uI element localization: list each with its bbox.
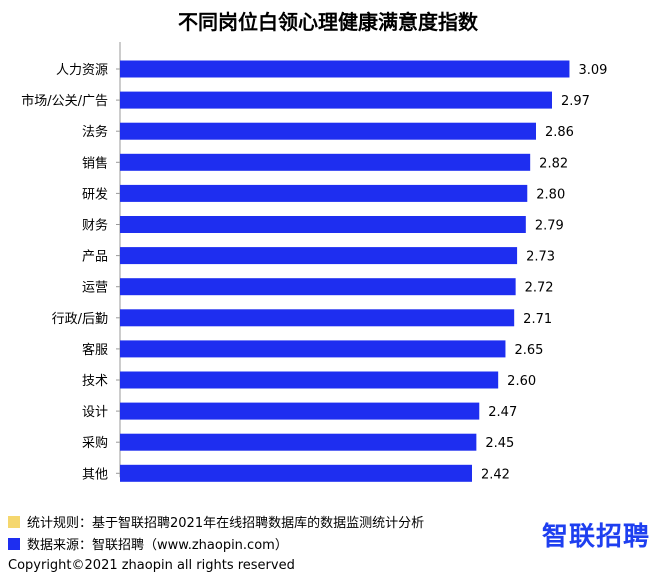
bar bbox=[120, 91, 552, 109]
value-label: 2.47 bbox=[488, 405, 517, 420]
value-label: 2.60 bbox=[507, 374, 536, 389]
value-label: 2.86 bbox=[545, 125, 574, 140]
category-label: 产品 bbox=[82, 250, 108, 265]
bar bbox=[120, 122, 536, 140]
value-label: 2.72 bbox=[525, 281, 554, 296]
category-label: 市场/公关/广告 bbox=[21, 93, 108, 109]
bar bbox=[120, 464, 472, 482]
bar bbox=[120, 340, 506, 358]
bar bbox=[120, 309, 515, 327]
category-label: 其他 bbox=[82, 467, 108, 482]
category-label: 法务 bbox=[82, 124, 108, 140]
bar bbox=[120, 433, 477, 451]
legend-text-source: 数据来源：智联招聘（www.zhaopin.com） bbox=[27, 538, 288, 553]
value-label: 2.45 bbox=[485, 436, 514, 451]
category-label: 设计 bbox=[82, 405, 108, 420]
bar bbox=[120, 371, 499, 389]
legend-item-source: 数据来源：智联招聘（www.zhaopin.com） bbox=[8, 534, 288, 553]
bar bbox=[120, 247, 518, 265]
legend-swatch-source bbox=[8, 537, 20, 550]
legend-swatch-rule bbox=[8, 515, 20, 528]
value-label: 2.65 bbox=[514, 343, 543, 358]
chart-title: 不同岗位白领心理健康满意度指数 bbox=[178, 10, 478, 34]
bar bbox=[120, 153, 531, 171]
bar-chart: 人力资源 3.09 市场/公关/广告 2.97 法务 2.86 销售 2.82 研发 2.80 财务… bbox=[21, 42, 607, 482]
category-label: 财务 bbox=[82, 218, 108, 234]
category-label: 运营 bbox=[82, 281, 108, 296]
value-label: 3.09 bbox=[578, 63, 607, 78]
value-label: 2.42 bbox=[481, 467, 510, 482]
value-label: 2.79 bbox=[535, 219, 564, 234]
category-label: 采购 bbox=[82, 435, 108, 451]
category-label: 研发 bbox=[82, 186, 108, 202]
copyright-text: Copyright©2021 zhaopin all rights reserv… bbox=[8, 558, 295, 573]
value-label: 2.71 bbox=[523, 312, 552, 327]
value-label: 2.97 bbox=[561, 94, 590, 109]
value-label: 2.80 bbox=[536, 187, 565, 202]
bar bbox=[120, 278, 516, 296]
value-label: 2.82 bbox=[539, 156, 568, 171]
bar bbox=[120, 60, 570, 78]
brand-logo: 智联招聘 bbox=[541, 522, 650, 552]
category-label: 客服 bbox=[82, 342, 108, 358]
value-label: 2.73 bbox=[526, 250, 555, 265]
legend-item-rule: 统计规则：基于智联招聘2021年在线招聘数据库的数据监测统计分析 bbox=[8, 512, 424, 531]
category-label: 技术 bbox=[82, 374, 108, 389]
category-label: 人力资源 bbox=[56, 63, 108, 78]
bar bbox=[120, 184, 528, 202]
bar bbox=[120, 216, 526, 233]
bar bbox=[120, 402, 480, 420]
category-label: 行政/后勤 bbox=[52, 312, 108, 327]
category-label: 销售 bbox=[82, 155, 108, 171]
legend-text-rule: 统计规则：基于智联招聘2021年在线招聘数据库的数据监测统计分析 bbox=[27, 516, 425, 531]
